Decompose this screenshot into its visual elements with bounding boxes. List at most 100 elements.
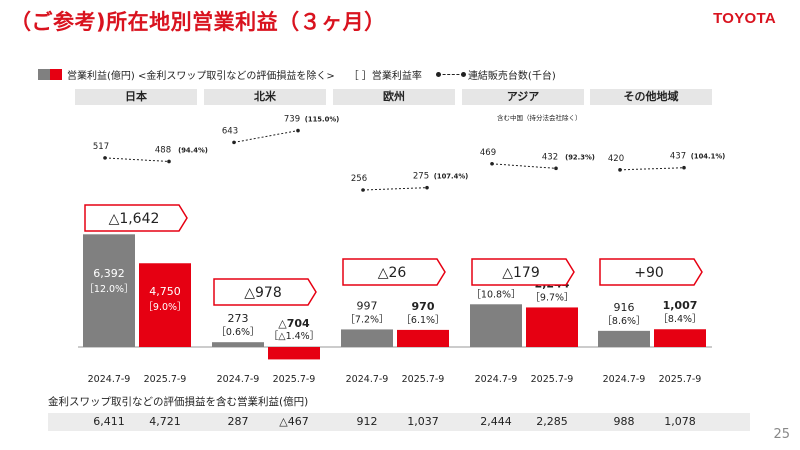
subtable-value: 988 — [613, 415, 635, 428]
legend-line-icon — [435, 72, 466, 77]
bar — [212, 342, 264, 347]
subtable-value: 912 — [356, 415, 378, 428]
legend-bars-label: 営業利益(億円) <金利スワップ取引などの評価損益を除く> — [67, 71, 335, 82]
margin-label: ［△1.4%］ — [269, 331, 319, 342]
sales-label: 643 — [222, 126, 238, 136]
region-header: 日本 — [75, 89, 197, 105]
sales-label: 420 — [608, 154, 624, 164]
change-label: +90 — [634, 265, 664, 281]
data-label: △704 — [278, 317, 310, 330]
margin-label: ［12.0%］ — [84, 284, 133, 295]
region-header: アジア — [462, 89, 584, 105]
sales-point — [682, 165, 686, 170]
sales-point — [618, 168, 622, 172]
asia-note: 含む中国（持分法会社除く） — [497, 114, 582, 122]
margin-label: ［9.7%］ — [530, 292, 573, 303]
change-label: △26 — [378, 265, 407, 281]
change-callout — [342, 258, 446, 286]
change-callout — [84, 204, 188, 232]
sales-label: 739 — [284, 115, 300, 125]
region-header: 北米 — [204, 89, 326, 105]
sales-yoy-label: (115.0%) — [305, 116, 340, 124]
change-label: △978 — [244, 285, 282, 301]
bar — [341, 329, 393, 347]
subtable-title: 金利スワップ取引などの評価損益を含む営業利益(億円) — [48, 396, 309, 408]
subtable-value: 1,037 — [407, 415, 439, 428]
sales-yoy-label: (92.3%) — [565, 153, 595, 161]
data-label: 997 — [357, 299, 378, 312]
sales-point — [167, 159, 171, 164]
subtable-value: 4,721 — [149, 415, 181, 428]
data-label: 6,392 — [93, 267, 125, 280]
x-tick-label: 2025.7-9 — [659, 374, 702, 385]
subtable-row — [48, 413, 750, 431]
margin-label: ［8.6%］ — [602, 316, 645, 327]
bar — [83, 234, 135, 347]
sales-label: 437 — [670, 152, 686, 162]
sales-line — [619, 167, 685, 171]
subtable-value: 6,411 — [93, 415, 125, 428]
legend-line-label: 連結販売台数(千台) — [467, 71, 556, 82]
change-label: △1,642 — [109, 211, 160, 227]
x-tick-label: 2025.7-9 — [402, 374, 445, 385]
margin-label: ［8.4%］ — [658, 314, 701, 325]
region-header: 欧州 — [333, 89, 455, 105]
sales-label: 488 — [155, 145, 171, 155]
sales-yoy-label: (94.4%) — [178, 146, 208, 154]
sales-label: 256 — [351, 174, 367, 184]
sales-line — [104, 157, 170, 162]
x-tick-label: 2024.7-9 — [603, 374, 646, 385]
change-callout — [471, 258, 575, 286]
margin-label: ［7.2%］ — [345, 314, 388, 325]
sales-line — [362, 187, 428, 191]
data-label: 916 — [614, 301, 635, 314]
margin-label: ［10.8%］ — [471, 289, 520, 300]
region-header: その他地域 — [590, 89, 712, 105]
x-tick-label: 2025.7-9 — [144, 374, 187, 385]
legend-prev-swatch — [38, 69, 50, 80]
sales-line — [491, 163, 557, 169]
change-label: △179 — [502, 265, 540, 281]
page-title: （ご参考)所在地別営業利益（３ヶ月） — [10, 10, 386, 34]
change-callout — [599, 258, 703, 286]
bar — [268, 347, 320, 360]
x-tick-label: 2024.7-9 — [217, 374, 260, 385]
x-tick-label: 2024.7-9 — [475, 374, 518, 385]
bar — [654, 329, 706, 347]
sales-label: 432 — [542, 152, 558, 162]
data-label: 1,007 — [663, 299, 698, 312]
page-number: 25 — [773, 427, 790, 442]
legend: 営業利益(億円) <金利スワップ取引などの評価損益を除く> ［ ］営業利益率 連… — [38, 67, 556, 82]
sales-point — [103, 156, 107, 160]
sales-point — [296, 128, 300, 133]
sales-yoy-label: (104.1%) — [691, 153, 726, 161]
toyota-logo: TOYOTA — [713, 10, 776, 27]
data-label: 970 — [412, 300, 435, 313]
sales-point — [361, 188, 365, 192]
x-tick-label: 2025.7-9 — [531, 374, 574, 385]
legend-curr-swatch — [50, 69, 62, 80]
x-tick-label: 2024.7-9 — [88, 374, 131, 385]
bar — [139, 263, 191, 347]
subtable-value: △467 — [279, 415, 309, 428]
sales-line — [233, 130, 299, 143]
bar — [397, 329, 449, 347]
subtable-value: 1,078 — [664, 415, 696, 428]
margin-label: ［0.6%］ — [216, 327, 259, 338]
x-tick-label: 2025.7-9 — [273, 374, 316, 385]
change-callout — [213, 278, 317, 306]
data-label: 273 — [228, 312, 249, 325]
subtable-value: 2,285 — [536, 415, 568, 428]
bar — [470, 304, 522, 347]
subtable-value: 2,444 — [480, 415, 512, 428]
bar — [598, 330, 650, 347]
sales-point — [425, 185, 429, 190]
data-label: 4,750 — [149, 285, 181, 298]
bar — [526, 307, 578, 347]
sales-label: 469 — [480, 148, 496, 158]
sales-label: 517 — [93, 142, 109, 152]
margin-label: ［9.0%］ — [143, 302, 186, 313]
subtable-value: 287 — [227, 415, 249, 428]
sales-point — [232, 140, 236, 145]
